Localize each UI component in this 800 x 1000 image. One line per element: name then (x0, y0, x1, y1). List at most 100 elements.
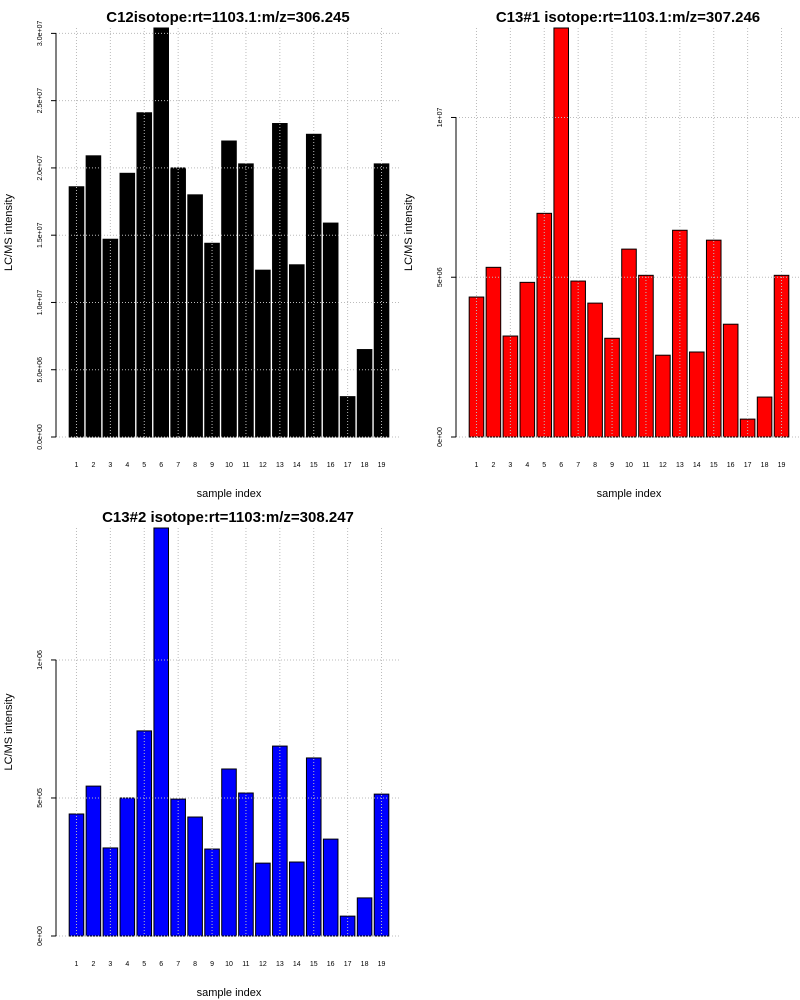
bar (119, 172, 136, 438)
x-tick-label: 3 (508, 462, 512, 469)
y-tick-label: 1.0e+07 (37, 290, 44, 316)
bar (587, 302, 603, 438)
y-tick-label: 2.0e+07 (37, 155, 44, 181)
bar (519, 281, 536, 438)
x-tick-label: 4 (525, 462, 529, 469)
x-tick-label: 8 (193, 462, 197, 469)
x-tick-label: 11 (242, 462, 249, 469)
y-axis-label: LC/MS intensity (403, 193, 415, 271)
y-axis-label: LC/MS intensity (3, 193, 15, 271)
x-tick-label: 18 (361, 961, 369, 968)
chart-title: C13#1 isotope:rt=1103.1:m/z=307.246 (496, 9, 760, 26)
x-tick-label: 16 (327, 961, 335, 968)
bar (272, 745, 288, 937)
y-tick-label: 0e+00 (37, 926, 44, 946)
bar (705, 239, 722, 438)
x-tick-label: 19 (378, 462, 386, 469)
bar (238, 163, 254, 438)
x-tick-label: 19 (378, 961, 386, 968)
x-tick-label: 6 (159, 462, 163, 469)
bar (136, 730, 153, 937)
x-tick-label: 17 (344, 961, 352, 968)
x-tick-label: 9 (210, 961, 214, 968)
bar (373, 793, 390, 937)
x-tick-label: 13 (676, 462, 684, 469)
x-tick-label: 10 (625, 462, 633, 469)
chart-panel-1: 0.0e+00 5.0e+06 1.0e+07 1.5e+07 2.0e+07 2.5e+… (3, 9, 400, 500)
y-tick-label: 1.5e+07 (37, 222, 44, 248)
x-axis-label: sample index (597, 488, 662, 500)
x-tick-label: 1 (75, 961, 79, 968)
bar (119, 797, 136, 937)
x-tick-label: 1 (75, 462, 79, 469)
y-tick-label: 0e+00 (437, 427, 444, 447)
x-tick-label: 14 (293, 961, 301, 968)
x-tick-label: 9 (610, 462, 614, 469)
x-tick-label: 3 (108, 961, 112, 968)
y-tick-label: 0.0e+00 (37, 424, 44, 450)
x-tick-label: 14 (693, 462, 701, 469)
x-tick-label: 11 (642, 462, 649, 469)
chart-title: C12isotope:rt=1103.1:m/z=306.245 (106, 9, 349, 26)
x-tick-label: 12 (259, 961, 267, 968)
y-tick-label: 3.0e+07 (37, 21, 44, 47)
x-tick-label: 12 (259, 462, 267, 469)
y-tick-label: 2.5e+07 (37, 88, 44, 114)
bar (756, 396, 773, 438)
bar (621, 248, 637, 438)
y-axis-label: LC/MS intensity (3, 693, 15, 771)
x-tick-label: 3 (108, 462, 112, 469)
x-tick-label: 8 (193, 961, 197, 968)
x-tick-label: 1 (475, 462, 479, 469)
y-tick-label: 1e+06 (37, 650, 44, 670)
y-tick-label: 5.0e+06 (37, 357, 44, 383)
bar (672, 229, 688, 438)
bar (85, 155, 102, 438)
bar (85, 785, 102, 937)
x-tick-label: 14 (293, 462, 301, 469)
bar (373, 163, 390, 438)
bar (322, 838, 339, 937)
x-tick-label: 7 (176, 961, 180, 968)
bar (68, 813, 85, 937)
chart-title: C13#2 isotope:rt=1103:m/z=308.247 (102, 509, 354, 526)
x-tick-label: 16 (327, 462, 335, 469)
x-tick-label: 8 (593, 462, 597, 469)
bar (356, 349, 373, 438)
bar (722, 323, 739, 438)
x-tick-label: 11 (242, 961, 249, 968)
x-tick-label: 9 (210, 462, 214, 469)
x-tick-label: 7 (576, 462, 580, 469)
bar (553, 27, 569, 438)
x-tick-label: 13 (276, 462, 284, 469)
x-tick-label: 2 (491, 462, 495, 469)
bar (255, 269, 271, 438)
x-tick-label: 19 (778, 462, 786, 469)
bar (485, 266, 502, 438)
x-axis-label: sample index (197, 488, 262, 500)
x-tick-label: 17 (344, 462, 352, 469)
bar (289, 264, 305, 438)
bar (187, 194, 203, 438)
bar (187, 816, 203, 937)
bar (289, 861, 305, 937)
x-tick-label: 15 (710, 462, 718, 469)
x-tick-label: 2 (91, 462, 95, 469)
x-tick-label: 15 (310, 961, 318, 968)
x-tick-label: 5 (142, 961, 146, 968)
x-tick-label: 10 (225, 961, 233, 968)
bar (153, 27, 169, 438)
y-tick-label: 1e+07 (437, 108, 444, 128)
bar (604, 337, 620, 438)
x-tick-label: 18 (761, 462, 769, 469)
x-tick-label: 7 (176, 462, 180, 469)
x-tick-label: 2 (91, 961, 95, 968)
x-tick-label: 16 (727, 462, 735, 469)
x-tick-label: 6 (159, 961, 163, 968)
bar (322, 222, 339, 438)
bar (204, 848, 220, 937)
bar (655, 354, 671, 438)
